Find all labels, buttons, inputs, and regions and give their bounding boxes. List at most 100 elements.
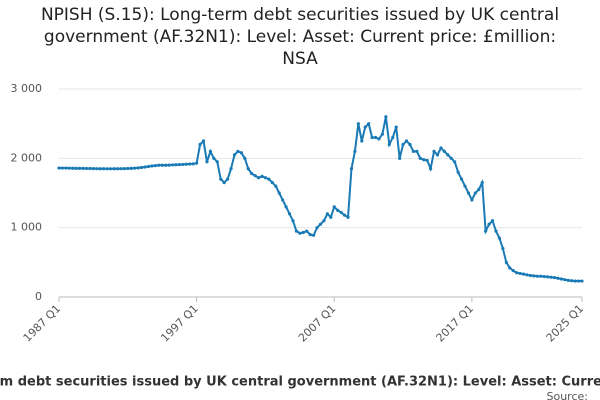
data-point <box>525 273 529 277</box>
data-point <box>391 135 395 140</box>
data-point <box>119 167 123 171</box>
data-point <box>150 164 154 168</box>
data-point <box>312 233 316 237</box>
data-point <box>518 271 522 276</box>
data-point <box>215 160 219 164</box>
data-point <box>473 191 477 195</box>
data-point <box>346 215 350 219</box>
data-point <box>136 166 140 170</box>
data-point <box>260 174 264 178</box>
data-point <box>401 142 405 147</box>
data-point <box>570 279 574 283</box>
data-point <box>212 156 216 160</box>
data-point <box>515 271 519 275</box>
data-point <box>422 158 426 162</box>
data-point <box>305 229 309 233</box>
data-point <box>563 278 567 282</box>
data-point <box>229 167 233 171</box>
data-point <box>336 208 340 212</box>
data-point <box>415 149 419 153</box>
data-point <box>394 125 398 129</box>
data-point <box>177 162 182 167</box>
data-point <box>484 229 488 233</box>
data-point <box>404 139 409 143</box>
data-point <box>480 181 484 185</box>
data-point <box>139 165 144 170</box>
data-point <box>57 166 61 170</box>
data-point <box>126 166 130 171</box>
data-point <box>439 146 443 150</box>
data-point <box>184 162 188 166</box>
data-point <box>494 229 498 233</box>
data-point <box>322 219 326 223</box>
data-point <box>253 174 257 178</box>
data-point <box>339 210 343 215</box>
data-point <box>315 226 319 230</box>
data-point <box>532 274 536 278</box>
data-point <box>549 275 553 279</box>
data-point <box>246 167 250 171</box>
data-point <box>373 135 378 140</box>
data-point <box>470 198 474 202</box>
data-point <box>398 156 402 160</box>
y-tick-label: 2 000 <box>11 151 43 164</box>
data-point <box>174 163 178 167</box>
data-point <box>425 158 429 163</box>
data-point <box>463 184 467 188</box>
data-point <box>432 149 436 153</box>
data-point <box>545 275 550 279</box>
data-point <box>219 177 223 181</box>
data-point <box>112 167 116 171</box>
y-tick-label: 3 000 <box>11 82 43 95</box>
data-point <box>528 273 532 278</box>
data-point <box>225 177 230 181</box>
data-point <box>542 274 546 279</box>
x-tick-label: 2025 Q1 <box>544 302 587 345</box>
data-point <box>164 163 168 167</box>
source-label: Source: <box>547 390 589 400</box>
data-point <box>205 160 209 164</box>
data-point <box>497 236 502 240</box>
data-point <box>157 163 161 167</box>
data-point <box>459 177 464 181</box>
data-point <box>408 142 412 147</box>
data-point <box>559 277 563 281</box>
data-point <box>243 156 247 160</box>
data-point <box>102 167 106 171</box>
data-point <box>222 181 226 185</box>
data-point <box>281 198 285 202</box>
data-point <box>576 279 581 283</box>
data-point <box>287 212 292 216</box>
data-point <box>539 274 543 278</box>
data-point <box>367 122 371 126</box>
data-point <box>167 163 171 167</box>
data-point <box>294 229 299 233</box>
data-point <box>143 165 147 169</box>
data-point <box>318 222 323 226</box>
data-point <box>418 156 422 160</box>
data-point <box>329 215 333 219</box>
x-tick-label: 2017 Q1 <box>434 302 477 345</box>
data-point <box>81 166 85 170</box>
data-point <box>521 272 526 276</box>
y-tick-label: 1 000 <box>11 221 43 234</box>
data-point <box>342 213 347 217</box>
data-point <box>487 222 491 226</box>
data-point <box>353 149 357 153</box>
data-point <box>60 166 65 170</box>
data-point <box>191 162 195 166</box>
data-point <box>325 212 329 216</box>
data-point <box>370 135 374 140</box>
y-tick-label: 0 <box>35 290 42 303</box>
data-point <box>95 167 99 171</box>
data-point <box>84 166 89 171</box>
data-point <box>456 170 460 174</box>
data-point <box>511 269 515 273</box>
data-point <box>356 122 360 126</box>
data-point <box>78 166 82 170</box>
data-point <box>387 142 391 147</box>
data-point <box>411 149 416 153</box>
data-point <box>508 266 512 270</box>
data-point <box>274 184 278 188</box>
